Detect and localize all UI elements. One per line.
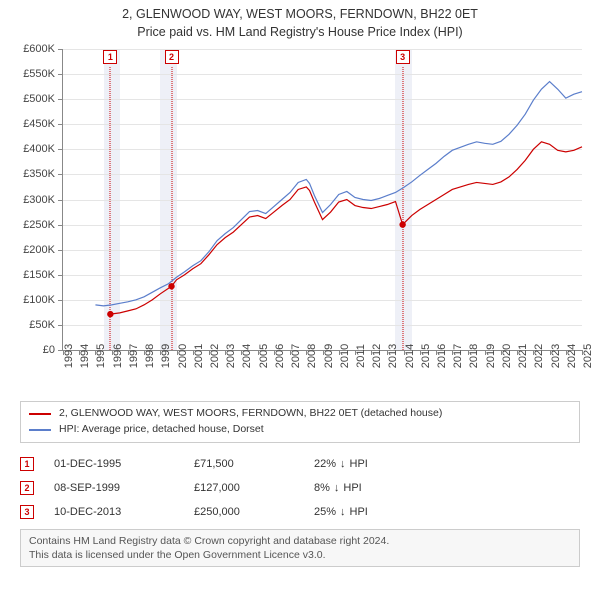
y-axis-label: £150K bbox=[23, 269, 55, 281]
transaction-marker-small: 2 bbox=[20, 481, 34, 495]
transaction-point bbox=[168, 283, 174, 289]
y-axis-label: £300K bbox=[23, 194, 55, 206]
x-axis-label: 2025 bbox=[582, 344, 594, 368]
y-axis-label: £250K bbox=[23, 219, 55, 231]
chart-lines bbox=[63, 49, 582, 350]
delta-percent: 25% bbox=[314, 506, 336, 518]
transaction-point bbox=[107, 311, 113, 317]
transaction-price: £250,000 bbox=[194, 506, 314, 518]
transaction-marker-small: 1 bbox=[20, 457, 34, 471]
attribution-line1: Contains HM Land Registry data © Crown c… bbox=[29, 534, 571, 548]
delta-percent: 22% bbox=[314, 458, 336, 470]
delta-percent: 8% bbox=[314, 482, 330, 494]
legend-swatch-red bbox=[29, 413, 51, 415]
attribution-line2: This data is licensed under the Open Gov… bbox=[29, 548, 571, 562]
y-axis-label: £550K bbox=[23, 68, 55, 80]
transaction-row: 2 08-SEP-1999£127,0008% ↓HPI bbox=[20, 481, 580, 495]
hpi-line bbox=[95, 82, 582, 306]
y-axis-label: £200K bbox=[23, 244, 55, 256]
legend-label-blue: HPI: Average price, detached house, Dors… bbox=[59, 422, 264, 438]
y-axis-label: £500K bbox=[23, 93, 55, 105]
delta-suffix: HPI bbox=[350, 458, 368, 470]
title-line1: 2, GLENWOOD WAY, WEST MOORS, FERNDOWN, B… bbox=[10, 6, 590, 24]
legend-row-blue: HPI: Average price, detached house, Dors… bbox=[29, 422, 571, 438]
transaction-date: 10-DEC-2013 bbox=[54, 506, 194, 518]
transaction-list: 101-DEC-1995£71,50022%↓HPI208-SEP-1999£1… bbox=[20, 457, 580, 519]
legend-swatch-blue bbox=[29, 429, 51, 431]
y-axis-label: £400K bbox=[23, 143, 55, 155]
transaction-marker: 2 bbox=[165, 50, 179, 64]
transaction-delta: 25% ↓ HPI bbox=[314, 506, 454, 518]
y-axis-label: £350K bbox=[23, 168, 55, 180]
transaction-delta: 22% ↓ HPI bbox=[314, 458, 454, 470]
plot-area: £0£50K£100K£150K£200K£250K£300K£350K£400… bbox=[62, 49, 582, 351]
legend: 2, GLENWOOD WAY, WEST MOORS, FERNDOWN, B… bbox=[20, 401, 580, 443]
y-axis-label: £50K bbox=[29, 319, 55, 331]
transaction-row: 3 10-DEC-2013£250,00025% ↓ HPI bbox=[20, 505, 580, 519]
transaction-date: 01-DEC-1995 bbox=[54, 458, 194, 470]
chart-region: £0 £50K £100K £150K £200K £250K £300K £350K £400… bbox=[10, 45, 590, 385]
transaction-point bbox=[399, 221, 405, 227]
transaction-price: £127,000 bbox=[194, 482, 314, 494]
y-axis-label: £600K bbox=[23, 43, 55, 55]
transaction-marker-small: 3 bbox=[20, 505, 34, 519]
down-arrow-icon: ↓ bbox=[340, 458, 346, 470]
delta-suffix: HPI bbox=[350, 506, 368, 518]
legend-row-red: 2, GLENWOOD WAY, WEST MOORS, FERNDOWN, B… bbox=[29, 406, 571, 422]
transaction-date: 08-SEP-1999 bbox=[54, 482, 194, 494]
down-arrow-icon: ↓ bbox=[340, 506, 346, 518]
y-axis-label: £100K bbox=[23, 294, 55, 306]
transaction-marker: 1 bbox=[103, 50, 117, 64]
delta-suffix: HPI bbox=[343, 482, 361, 494]
down-arrow-icon: ↓ bbox=[334, 482, 340, 494]
attribution: Contains HM Land Registry data © Crown c… bbox=[20, 529, 580, 567]
y-axis-label: £450K bbox=[23, 118, 55, 130]
transaction-marker: 3 bbox=[396, 50, 410, 64]
transaction-price: £71,500 bbox=[194, 458, 314, 470]
legend-label-red: 2, GLENWOOD WAY, WEST MOORS, FERNDOWN, B… bbox=[59, 406, 442, 422]
transaction-row: 1 01-DEC-1995£71,50022% ↓ HPI bbox=[20, 457, 580, 471]
title-line2: Price paid vs. HM Land Registry's House … bbox=[10, 24, 590, 42]
y-axis-label: £0 bbox=[43, 344, 55, 356]
transaction-delta: 8% ↓HPI bbox=[314, 482, 454, 494]
chart-title: 2, GLENWOOD WAY, WEST MOORS, FERNDOWN, B… bbox=[10, 6, 590, 41]
price-paid-line bbox=[110, 142, 582, 314]
